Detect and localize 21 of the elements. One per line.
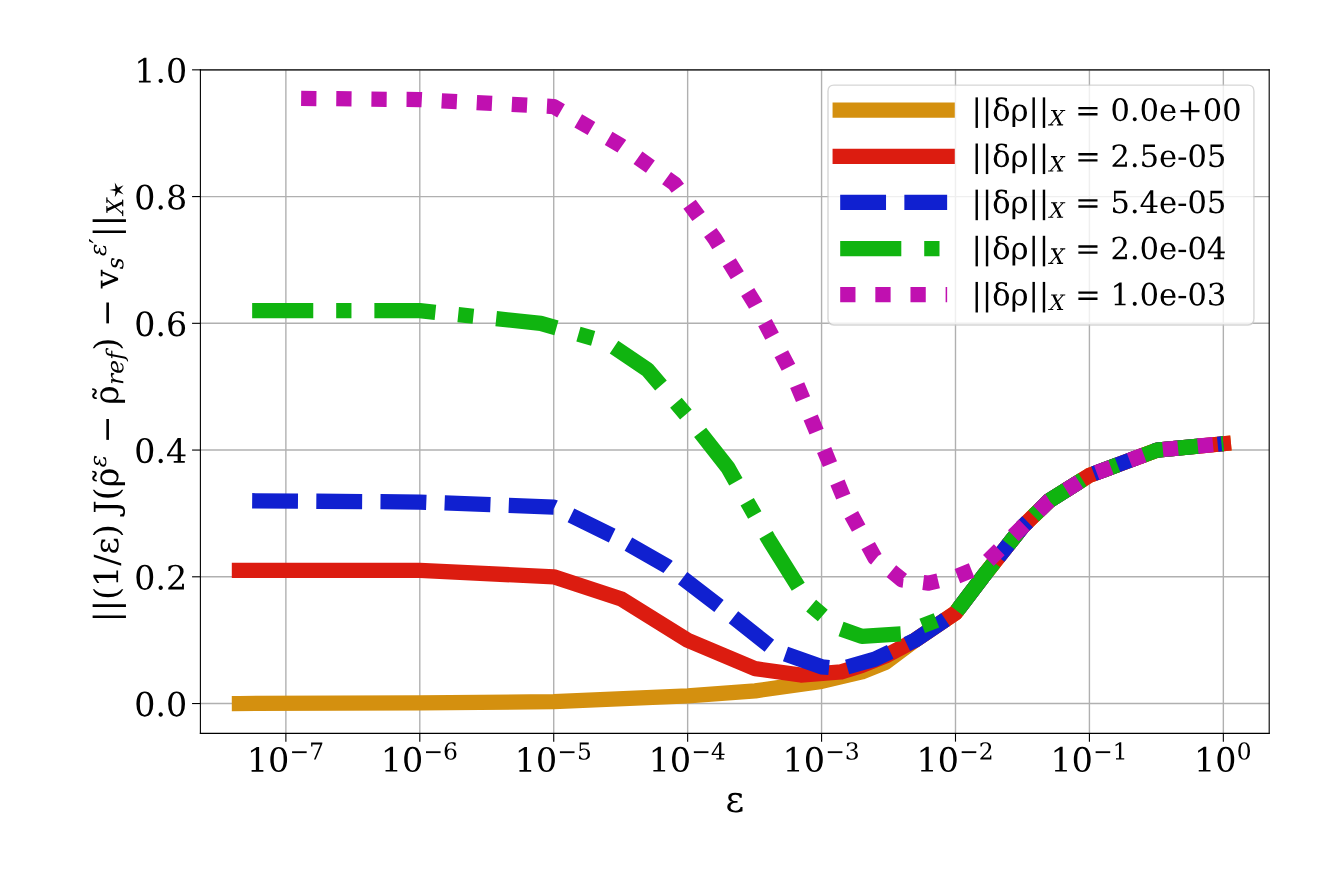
- y-tick-label: 0.0: [136, 691, 185, 717]
- legend-label: ||δρ||$_{X}$ = 2.0e-04: [975, 235, 1225, 267]
- x-tick-label: 10$^{−2}$: [920, 742, 992, 773]
- y-tick-label: 0.4: [136, 437, 186, 464]
- y-tick-label: 0.6: [136, 311, 186, 337]
- legend-label: ||δρ||$_{X}$ = 0.0e+00: [975, 97, 1240, 128]
- y-tick-label: 0.8: [136, 184, 185, 210]
- legend-label: ||δρ||$_{X}$ = 5.4e-05: [975, 189, 1224, 221]
- text: ||(1/ε) J(ρ̃$^{ε}$ − ρ̃$_{ref}$) − v$_{s}$$^{ε′}$||$_{X⋆}$: [88, 182, 129, 619]
- y-tick-label: 1.0: [138, 57, 185, 83]
- x-tick-label: 10$^{−6}$: [384, 742, 457, 773]
- x-tick-label: 10$^{0}$: [1198, 742, 1251, 773]
- x-tick-label: 10$^{−3}$: [786, 742, 858, 773]
- x-tick-label: 10$^{−7}$: [250, 742, 323, 773]
- x-tick-label: 10$^{−1}$: [1054, 742, 1125, 773]
- legend-label: ||δρ||$_{X}$ = 1.0e-03: [975, 281, 1225, 313]
- x-tick-label: 10$^{−4}$: [652, 742, 725, 773]
- x-axis-title: ε: [727, 792, 743, 813]
- y-tick-label: 0.2: [136, 564, 184, 590]
- legend-label: ||δρ||$_{X}$ = 2.5e-05: [975, 143, 1224, 175]
- x-tick-label: 10$^{−5}$: [518, 742, 591, 773]
